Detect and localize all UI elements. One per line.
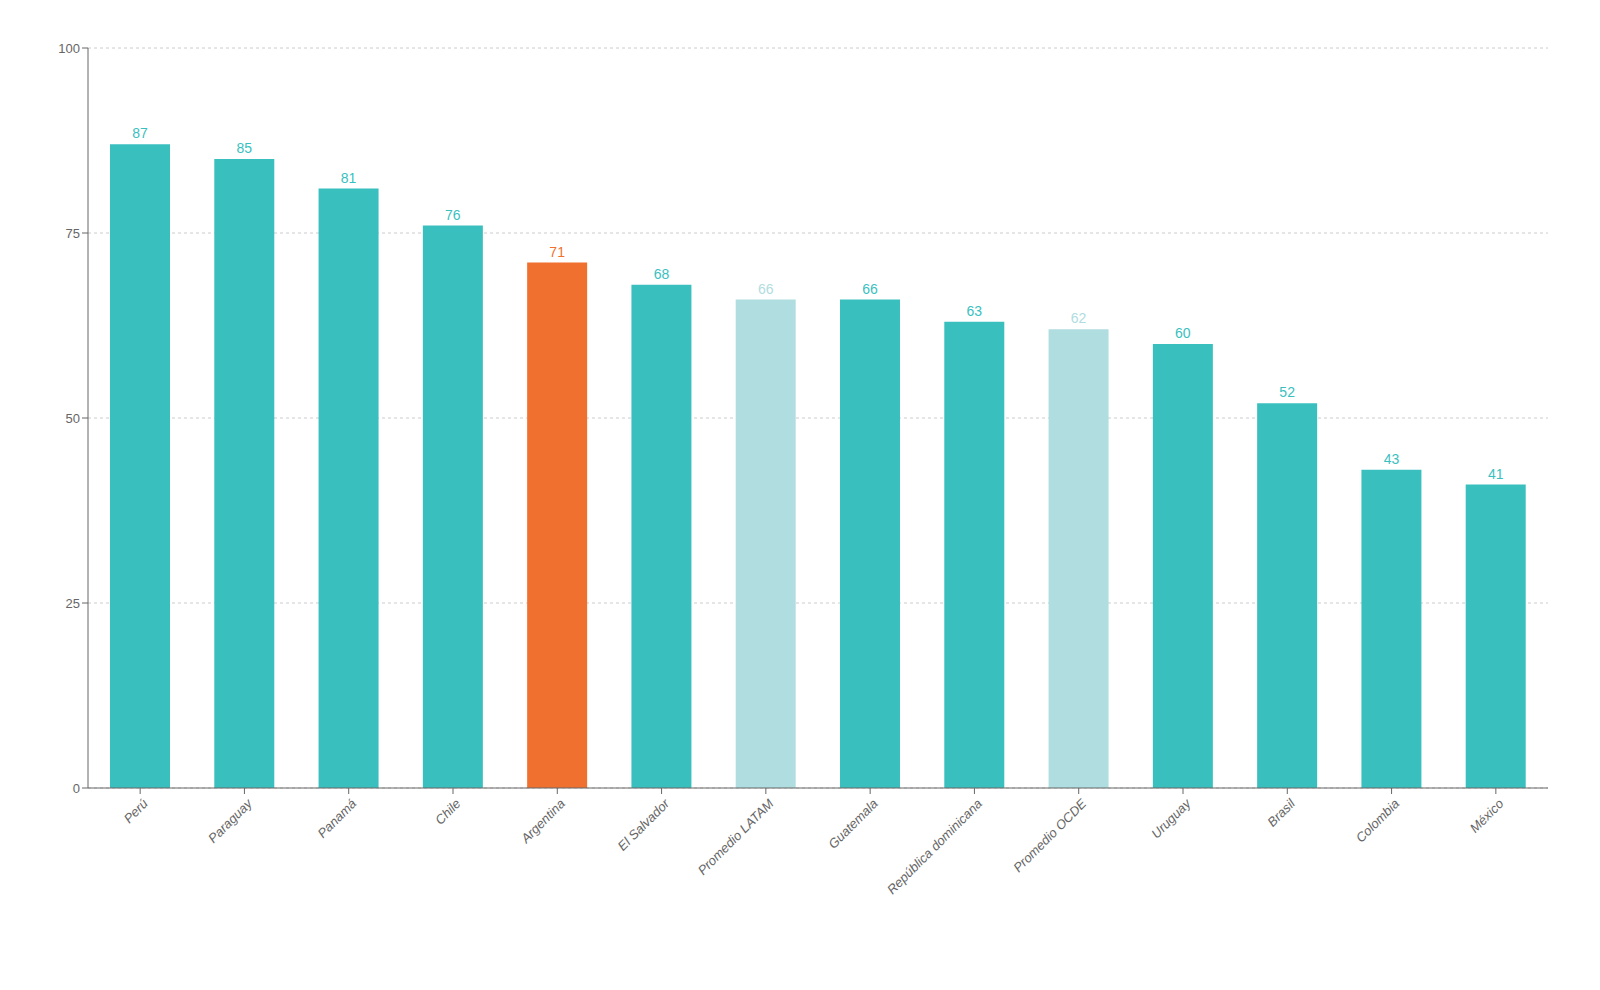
- svg-text:Chile: Chile: [432, 796, 464, 828]
- svg-text:Guatemala: Guatemala: [825, 796, 881, 852]
- svg-text:Colombia: Colombia: [1353, 796, 1402, 845]
- svg-text:68: 68: [654, 266, 670, 282]
- svg-text:62: 62: [1071, 310, 1087, 326]
- svg-text:66: 66: [758, 281, 774, 297]
- svg-text:100: 100: [58, 41, 80, 56]
- svg-text:43: 43: [1384, 451, 1400, 467]
- svg-text:81: 81: [341, 170, 357, 186]
- svg-text:63: 63: [966, 303, 982, 319]
- svg-text:60: 60: [1175, 325, 1191, 341]
- svg-text:0: 0: [73, 781, 80, 796]
- svg-text:Argentina: Argentina: [517, 796, 568, 847]
- svg-text:76: 76: [445, 207, 461, 223]
- svg-text:Promedio OCDE: Promedio OCDE: [1010, 796, 1089, 875]
- svg-text:Brasil: Brasil: [1264, 795, 1298, 829]
- svg-text:66: 66: [862, 281, 878, 297]
- svg-text:85: 85: [236, 140, 252, 156]
- svg-text:El Salvador: El Salvador: [615, 796, 673, 854]
- svg-text:Uruguay: Uruguay: [1148, 795, 1194, 841]
- svg-text:52: 52: [1279, 384, 1295, 400]
- svg-text:Promedio LATAM: Promedio LATAM: [695, 796, 777, 878]
- svg-text:75: 75: [66, 226, 80, 241]
- svg-text:41: 41: [1488, 466, 1504, 482]
- svg-text:71: 71: [549, 244, 565, 260]
- svg-text:México: México: [1467, 796, 1507, 836]
- svg-text:87: 87: [132, 125, 148, 141]
- svg-text:Perú: Perú: [121, 796, 151, 826]
- svg-text:25: 25: [66, 596, 80, 611]
- svg-text:República dominicana: República dominicana: [884, 796, 985, 897]
- svg-text:50: 50: [66, 411, 80, 426]
- svg-text:Panamá: Panamá: [314, 796, 359, 841]
- svg-text:Paraguay: Paraguay: [205, 795, 256, 846]
